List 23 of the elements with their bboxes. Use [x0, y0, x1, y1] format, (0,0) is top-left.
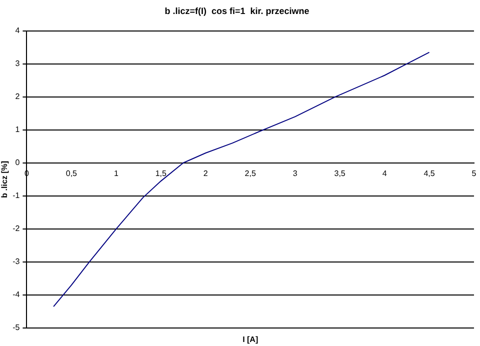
- y-tick-label: -1: [12, 191, 20, 200]
- x-tick-label: 1,5: [155, 168, 168, 178]
- x-tick-label: 0,5: [66, 168, 78, 178]
- x-tick-label: 3,5: [334, 168, 346, 178]
- y-tick-label: -2: [12, 224, 20, 234]
- x-tick-label: 4,5: [424, 168, 436, 178]
- x-tick-label: 2: [203, 168, 208, 178]
- x-tick-label: 4: [382, 168, 388, 178]
- y-tick-label: -5: [12, 323, 20, 332]
- x-tick-label: 3: [292, 168, 298, 178]
- x-tick-label: 1: [114, 168, 119, 178]
- chart-title: b .licz=f(I) cos fi=1 kir. przeciwne: [164, 6, 310, 16]
- y-tick-label: 3: [15, 59, 20, 68]
- y-axis-title: b .licz [%]: [0, 160, 10, 198]
- y-tick-label: 4: [15, 26, 20, 36]
- y-tick-label: -3: [12, 257, 20, 266]
- y-tick-label: 2: [15, 92, 20, 102]
- y-tick-label: 1: [15, 125, 20, 134]
- y-tick-label: -4: [12, 290, 20, 300]
- x-axis-title: I [A]: [242, 335, 258, 344]
- y-tick-label: 0: [15, 158, 20, 168]
- x-tick-label: 2,5: [244, 168, 256, 178]
- x-tick-label: 5: [472, 168, 477, 178]
